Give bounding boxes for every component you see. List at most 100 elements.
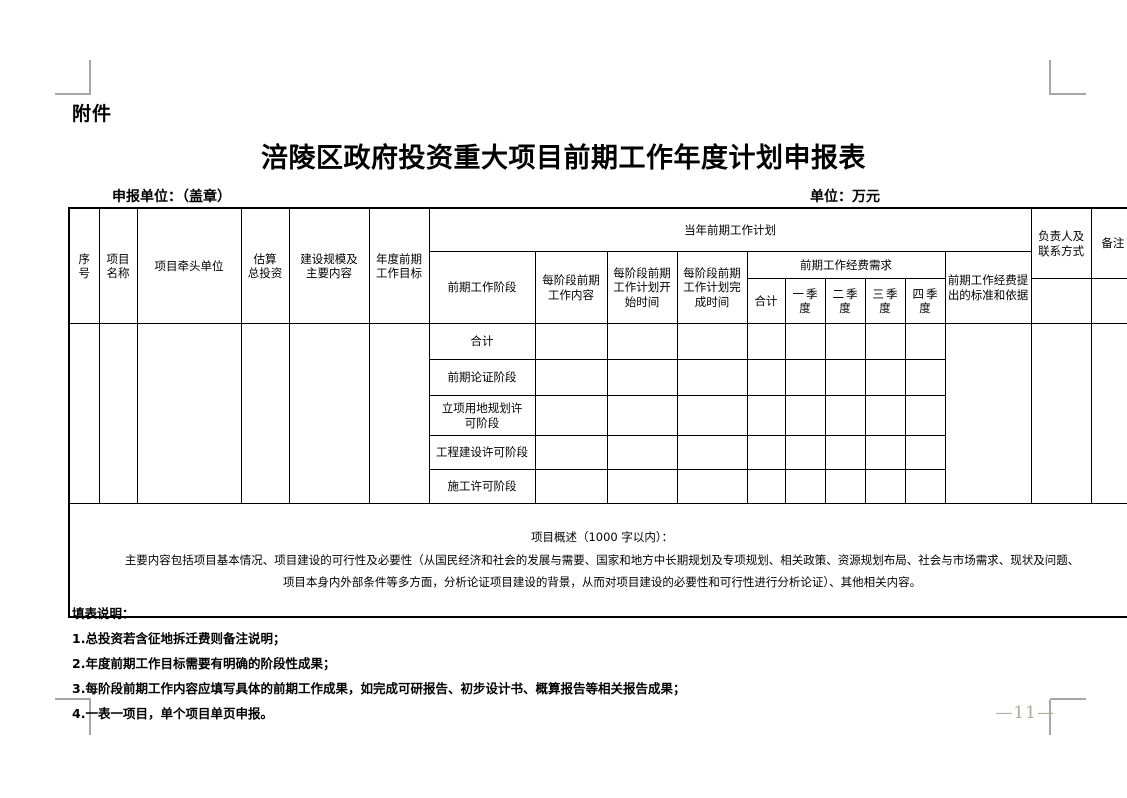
cell-quarter-4[interactable]	[904, 359, 946, 396]
table-row: 前期论证阶段	[69, 359, 1127, 396]
cell-funding-total[interactable]	[746, 323, 786, 360]
instruction-item: 1.总投资若含征地拆迁费则备注说明；	[72, 631, 286, 646]
col-header-quarter-2: 二季 度	[824, 278, 866, 324]
cell-project-name[interactable]	[98, 323, 138, 504]
cell-contact-person[interactable]	[1030, 323, 1092, 504]
cell-stage-content[interactable]	[534, 469, 608, 504]
table-row: 合计	[68, 323, 1127, 504]
instructions-heading: 填表说明：	[72, 606, 135, 621]
cell-planned-finish-time[interactable]	[676, 323, 748, 360]
instruction-item: 2.年度前期工作目标需要有明确的阶段性成果；	[72, 656, 336, 671]
cell-quarter-1[interactable]	[784, 323, 826, 360]
form-instructions: 填表说明： 1.总投资若含征地拆迁费则备注说明； 2.年度前期工作目标需要有明确…	[72, 601, 1062, 726]
cell-stage-content[interactable]	[534, 435, 608, 470]
crop-mark-top-right	[1048, 60, 1086, 96]
cell-stage-content[interactable]	[534, 359, 608, 396]
col-header-lead-unit: 项目牵头单位	[136, 207, 242, 324]
group-header-annual-plan: 当年前期工作计划	[428, 207, 1032, 252]
page-title: 涪陵区政府投资重大项目前期工作年度计划申报表	[261, 143, 866, 174]
table-description-row: 项目概述（1000 字以内）： 主要内容包括项目基本情况、项目建设的可行性及必要…	[67, 503, 1127, 618]
cell-planned-start-time[interactable]	[606, 359, 678, 396]
col-header-funding-total: 合计	[746, 278, 786, 324]
project-declaration-table: 序 号 项目 名称 项目牵头单位 估算 总投资 建设规模及 主要内容 年度前期 …	[67, 207, 1127, 618]
col-header-remarks: 备注	[1090, 207, 1127, 279]
col-header-quarter-3: 三季 度	[864, 278, 906, 324]
group-header-funding-demand: 前期工作经费需求	[746, 251, 946, 279]
cell-funding-total[interactable]	[746, 395, 786, 436]
cell-work-stage: 施工许可阶段	[428, 469, 536, 504]
cell-quarter-2[interactable]	[824, 323, 866, 360]
cell-quarter-4[interactable]	[904, 323, 946, 360]
cell-quarter-1[interactable]	[784, 395, 826, 436]
cell-planned-finish-time[interactable]	[676, 469, 748, 504]
cell-planned-finish-time[interactable]	[676, 435, 748, 470]
col-header-contact-person: 负责人及 联系方式	[1030, 207, 1092, 279]
description-line-1: 项目概述（1000 字以内）：	[530, 530, 674, 545]
cell-quarter-2[interactable]	[824, 359, 866, 396]
page-number: —11—	[995, 703, 1055, 723]
cell-seq[interactable]	[68, 323, 100, 504]
cell-quarter-4[interactable]	[904, 469, 946, 504]
cell-funding-total[interactable]	[746, 469, 786, 504]
form-meta-row: 申报单位：（盖章） 单位：万元	[112, 186, 962, 206]
col-header-planned-start-time: 每阶段前期 工作计划开 始时间	[606, 251, 678, 324]
col-header-stage-content: 每阶段前期 工作内容	[534, 251, 608, 324]
col-header-remarks-spacer	[1090, 278, 1127, 324]
cell-quarter-3[interactable]	[864, 323, 906, 360]
col-header-standard-and-basis: 前期工作经费提 出的标准和依据	[944, 251, 1032, 324]
table-header-row-3: 合计 一季 度 二季 度 三季 度 四季 度	[69, 278, 1127, 324]
cell-lead-unit[interactable]	[136, 323, 242, 504]
cell-funding-total[interactable]	[746, 359, 786, 396]
cell-work-stage: 立项用地规划许 可阶段	[428, 395, 536, 436]
table-header-row-1: 序 号 项目 名称 项目牵头单位 估算 总投资 建设规模及 主要内容 年度前期 …	[68, 207, 1127, 324]
table-header-row-2: 前期工作阶段 每阶段前期 工作内容 每阶段前期 工作计划开 始时间 每阶段前期 …	[69, 251, 1127, 324]
col-header-project-name: 项目 名称	[98, 207, 138, 324]
cell-planned-finish-time[interactable]	[676, 395, 748, 436]
cell-quarter-4[interactable]	[904, 395, 946, 436]
cell-quarter-3[interactable]	[864, 469, 906, 504]
description-line-3: 项目本身内外部条件等多方面，分析论证项目建设的背景，从而对项目建设的必要性和可行…	[282, 575, 922, 590]
cell-quarter-3[interactable]	[864, 435, 906, 470]
col-header-planned-finish-time: 每阶段前期 工作计划完 成时间	[676, 251, 748, 324]
cell-standard-and-basis[interactable]	[944, 323, 1032, 504]
cell-funding-total[interactable]	[746, 435, 786, 470]
col-header-quarter-1: 一季 度	[784, 278, 826, 324]
table-row: 工程建设许可阶段	[69, 435, 1127, 470]
cell-work-stage: 工程建设许可阶段	[428, 435, 536, 470]
applicant-unit-label: 申报单位：（盖章）	[112, 189, 231, 205]
cell-planned-start-time[interactable]	[606, 435, 678, 470]
cell-quarter-2[interactable]	[824, 435, 866, 470]
cell-quarter-4[interactable]	[904, 435, 946, 470]
cell-work-stage: 前期论证阶段	[428, 359, 536, 396]
attachment-label: 附件	[72, 103, 113, 125]
cell-quarter-2[interactable]	[824, 395, 866, 436]
cell-estimated-investment[interactable]	[240, 323, 290, 504]
description-line-2: 主要内容包括项目基本情况、项目建设的可行性及必要性（从国民经济和社会的发展与需要…	[124, 552, 1080, 567]
cell-stage-content[interactable]	[534, 395, 608, 436]
cell-quarter-3[interactable]	[864, 395, 906, 436]
cell-work-stage: 合计	[428, 323, 536, 360]
cell-annual-goal[interactable]	[368, 323, 430, 504]
cell-stage-content[interactable]	[534, 323, 608, 360]
cell-planned-start-time[interactable]	[606, 469, 678, 504]
cell-remarks[interactable]	[1090, 323, 1127, 504]
cell-quarter-1[interactable]	[784, 435, 826, 470]
cell-quarter-1[interactable]	[784, 469, 826, 504]
crop-mark-top-left	[55, 60, 91, 96]
col-header-estimated-investment: 估算 总投资	[240, 207, 290, 324]
cell-planned-finish-time[interactable]	[676, 359, 748, 396]
col-header-contact-person-spacer	[1030, 278, 1092, 324]
currency-unit-label: 单位：万元	[810, 189, 880, 205]
project-description-block[interactable]: 项目概述（1000 字以内）： 主要内容包括项目基本情况、项目建设的可行性及必要…	[67, 503, 1127, 618]
cell-quarter-1[interactable]	[784, 359, 826, 396]
cell-quarter-3[interactable]	[864, 359, 906, 396]
cell-planned-start-time[interactable]	[606, 323, 678, 360]
col-header-seq: 序 号	[68, 207, 100, 324]
instruction-item: 4.一表一项目，单个项目单页申报。	[72, 706, 273, 721]
instruction-item: 3.每阶段前期工作内容应填写具体的前期工作成果，如完成可研报告、初步设计书、概算…	[72, 681, 686, 696]
col-header-work-stage: 前期工作阶段	[428, 251, 536, 324]
col-header-quarter-4: 四季 度	[904, 278, 946, 324]
cell-quarter-2[interactable]	[824, 469, 866, 504]
cell-planned-start-time[interactable]	[606, 395, 678, 436]
cell-scale-and-content[interactable]	[288, 323, 370, 504]
